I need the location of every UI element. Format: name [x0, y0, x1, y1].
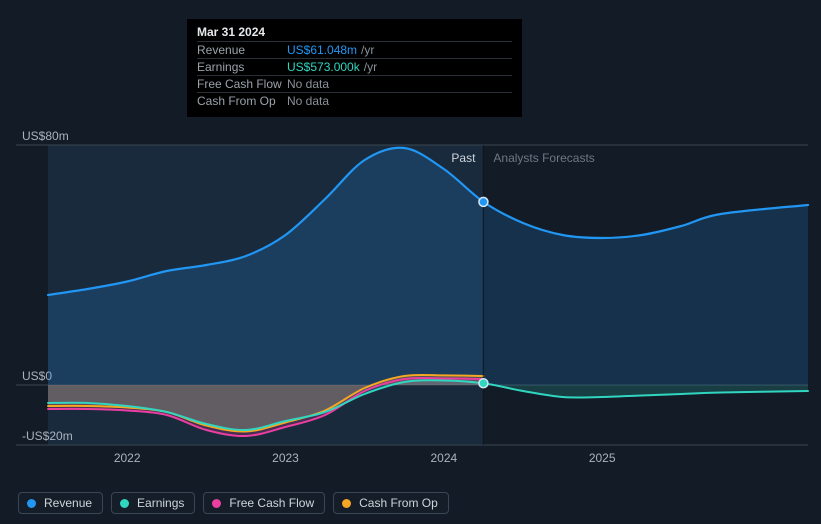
svg-text:US$80m: US$80m: [22, 129, 69, 143]
tooltip-metric-unit: /yr: [360, 60, 377, 74]
svg-text:2022: 2022: [114, 451, 141, 465]
tooltip-metric-value: No data: [287, 94, 329, 108]
tooltip-metric-label: Earnings: [197, 60, 287, 74]
legend-dot-icon: [342, 499, 351, 508]
legend-label: Earnings: [137, 496, 184, 510]
financial-chart: US$80m US$0 -US$20m 2022 2023 2024 2025 Mar 31…: [0, 0, 821, 524]
svg-text:2023: 2023: [272, 451, 299, 465]
svg-text:2025: 2025: [589, 451, 616, 465]
tooltip-row: Free Cash FlowNo data: [197, 75, 512, 92]
legend-dot-icon: [27, 499, 36, 508]
legend-dot-icon: [120, 499, 129, 508]
tooltip-metric-value: US$573.000k: [287, 60, 360, 74]
legend-item-fcf[interactable]: Free Cash Flow: [203, 492, 325, 514]
legend-label: Revenue: [44, 496, 92, 510]
svg-text:2024: 2024: [430, 451, 457, 465]
legend-label: Free Cash Flow: [229, 496, 314, 510]
tooltip-row: Cash From OpNo data: [197, 92, 512, 109]
tooltip-metric-label: Revenue: [197, 43, 287, 57]
segment-label-past: Past: [451, 151, 475, 165]
chart-tooltip: Mar 31 2024 RevenueUS$61.048m/yrEarnings…: [187, 19, 522, 117]
legend-item-earnings[interactable]: Earnings: [111, 492, 195, 514]
legend-item-revenue[interactable]: Revenue: [18, 492, 103, 514]
chart-legend: Revenue Earnings Free Cash Flow Cash From O…: [18, 492, 449, 514]
tooltip-metric-value: No data: [287, 77, 329, 91]
legend-dot-icon: [212, 499, 221, 508]
tooltip-metric-label: Cash From Op: [197, 94, 287, 108]
tooltip-row: EarningsUS$573.000k/yr: [197, 58, 512, 75]
segment-label-forecast: Analysts Forecasts: [493, 151, 594, 165]
tooltip-metric-unit: /yr: [357, 43, 374, 57]
legend-item-cfo[interactable]: Cash From Op: [333, 492, 449, 514]
tooltip-metric-value: US$61.048m: [287, 43, 357, 57]
legend-label: Cash From Op: [359, 496, 438, 510]
tooltip-date: Mar 31 2024: [197, 25, 512, 41]
svg-text:-US$20m: -US$20m: [22, 429, 73, 443]
svg-text:US$0: US$0: [22, 369, 52, 383]
tooltip-metric-label: Free Cash Flow: [197, 77, 287, 91]
tooltip-row: RevenueUS$61.048m/yr: [197, 41, 512, 58]
